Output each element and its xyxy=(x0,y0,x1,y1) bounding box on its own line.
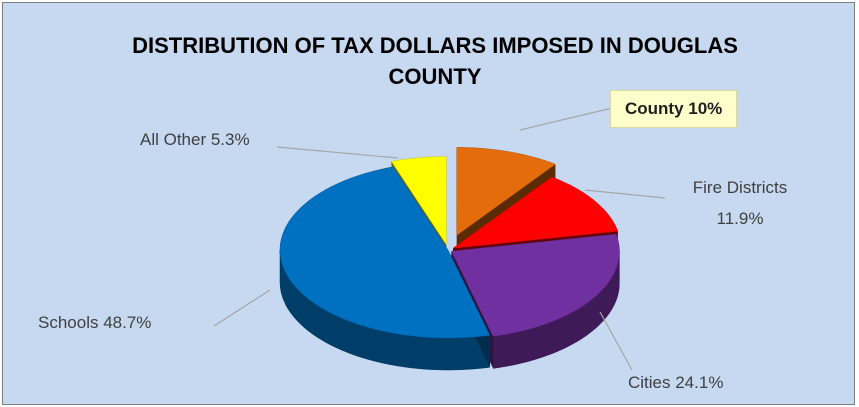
data-label: All Other 5.3% xyxy=(140,130,250,149)
data-label: County 10% xyxy=(610,90,738,128)
chart-title: DISTRIBUTION OF TAX DOLLARS IMPOSED IN D… xyxy=(132,33,738,89)
leader-line xyxy=(276,146,399,159)
slice xyxy=(451,233,620,337)
leader-line xyxy=(519,107,613,131)
slice xyxy=(452,176,619,249)
slice xyxy=(390,156,447,246)
slice xyxy=(456,147,556,236)
leader-line xyxy=(599,311,633,371)
leader-line xyxy=(213,289,271,327)
leader-line xyxy=(584,189,666,199)
slice xyxy=(279,166,491,339)
data-label: Fire Districts 11.9% xyxy=(692,178,788,228)
data-label: Schools 48.7% xyxy=(38,313,152,332)
data-label: Cities 24.1% xyxy=(628,373,724,392)
